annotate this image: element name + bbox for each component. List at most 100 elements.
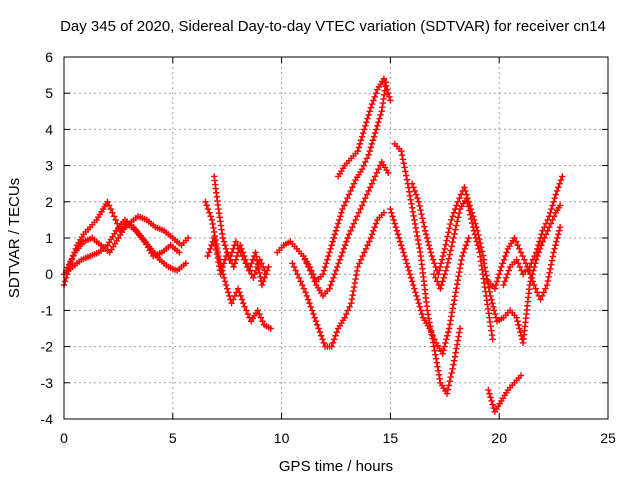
data-point [349, 223, 356, 231]
data-point [303, 292, 311, 300]
data-point [519, 252, 526, 260]
data-point [61, 278, 69, 285]
data-point [235, 245, 243, 253]
data-point [456, 194, 463, 202]
data-point [450, 361, 457, 368]
data-point [416, 248, 424, 256]
data-point [429, 332, 437, 339]
data-point [262, 271, 270, 278]
data-point [312, 318, 320, 325]
data-point [559, 173, 566, 180]
series-trace-15 [485, 372, 525, 415]
data-point [239, 252, 246, 260]
data-point [433, 278, 441, 285]
data-point [325, 252, 332, 260]
y-tick-label: 4 [45, 121, 53, 137]
data-point [370, 176, 377, 184]
data-point [341, 242, 349, 249]
data-point [221, 278, 229, 285]
data-point [415, 198, 422, 205]
data-point [430, 271, 438, 278]
data-point [554, 234, 561, 242]
data-point [487, 394, 494, 401]
data-point [471, 231, 479, 238]
data-point [492, 281, 500, 289]
data-point [448, 216, 455, 224]
data-point [494, 274, 502, 282]
data-point [339, 205, 346, 213]
data-point [445, 382, 453, 389]
data-point [346, 303, 353, 310]
data-point [376, 162, 384, 169]
data-point [418, 310, 426, 318]
data-point [438, 281, 445, 289]
data-point [255, 265, 262, 272]
data-point [457, 191, 465, 198]
data-point [431, 336, 438, 343]
data-point [514, 318, 521, 325]
data-point [363, 155, 371, 162]
data-point [360, 162, 367, 169]
y-tick-label: -1 [41, 302, 54, 318]
data-point [443, 336, 450, 343]
data-point [547, 265, 554, 272]
data-point [410, 212, 417, 220]
series-trace-17 [485, 223, 564, 303]
data-point [228, 299, 235, 307]
data-point [355, 144, 363, 151]
data-point [398, 242, 405, 249]
data-point [331, 271, 338, 278]
data-point [482, 268, 489, 275]
data-point [498, 263, 505, 271]
data-point [532, 249, 540, 256]
data-point [295, 274, 303, 282]
data-point [348, 295, 356, 303]
data-point [357, 137, 365, 144]
data-point [468, 215, 475, 223]
data-point [334, 220, 342, 227]
data-point [234, 242, 241, 249]
data-point [401, 164, 408, 171]
data-point [556, 202, 564, 209]
data-point [243, 307, 250, 314]
data-point [522, 260, 530, 267]
data-point [441, 245, 448, 253]
data-point [525, 267, 532, 274]
data-point [453, 341, 461, 348]
data-point [454, 214, 462, 221]
data-point [216, 262, 223, 270]
data-point [448, 309, 456, 316]
y-tick-labels: -4 -3 -2 -1 0 1 2 3 4 5 6 [41, 49, 54, 427]
data-point [448, 313, 455, 320]
data-point [535, 242, 542, 249]
data-point [381, 79, 389, 86]
data-point [311, 314, 318, 321]
data-point [486, 288, 493, 296]
data-point [425, 315, 433, 322]
data-point [412, 289, 419, 296]
data-point [339, 249, 346, 256]
data-point [474, 242, 481, 249]
data-point [551, 245, 558, 253]
data-point [249, 256, 257, 263]
data-point [552, 191, 559, 198]
data-point [557, 176, 565, 184]
data-point [462, 242, 470, 249]
data-point [182, 260, 190, 267]
data-point [538, 292, 546, 300]
data-point [238, 296, 246, 303]
data-point [202, 198, 209, 205]
data-point [423, 234, 431, 242]
data-point [538, 231, 545, 238]
data-point [232, 238, 240, 245]
data-point [530, 281, 538, 289]
data-point [414, 232, 421, 240]
data-point [110, 213, 118, 220]
data-point [206, 209, 213, 216]
data-point [399, 245, 406, 253]
data-point [367, 184, 374, 191]
data-point [493, 278, 501, 285]
data-point [338, 252, 345, 260]
data-point [413, 292, 420, 300]
data-point [456, 325, 464, 332]
